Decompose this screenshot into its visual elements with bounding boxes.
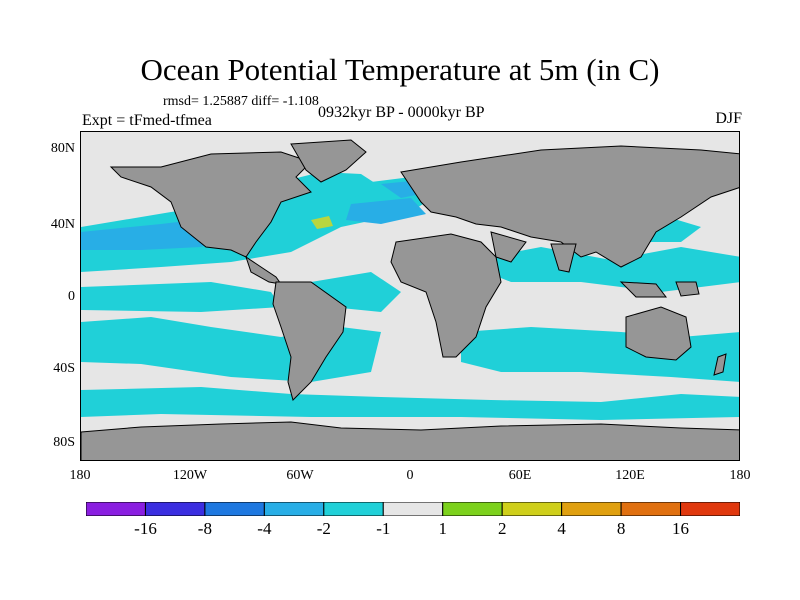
period-label: 0932kyr BP - 0000kyr BP	[318, 104, 485, 121]
legend-label: -8	[197, 519, 212, 538]
legend-swatch	[680, 501, 741, 517]
legend-label: -1	[376, 519, 391, 538]
x-tick-180e: 180	[729, 468, 751, 483]
x-tick-180w: 180	[69, 468, 91, 483]
x-tick-60w: 60W	[286, 468, 314, 483]
legend-label: 2	[497, 519, 507, 538]
stats-line: rmsd= 1.25887 diff= -1.108	[163, 94, 319, 109]
y-tick-80s: 80S	[53, 435, 75, 450]
x-tick-0: 0	[406, 468, 414, 483]
x-tick-120e: 120E	[615, 468, 645, 483]
warm-anomaly	[311, 216, 333, 229]
legend-swatch	[323, 501, 384, 517]
legend-swatch	[561, 501, 622, 517]
map-panel	[80, 131, 740, 461]
legend-swatch	[501, 501, 563, 517]
land-masses	[81, 139, 739, 460]
legend-swatch	[442, 501, 503, 517]
legend-label: 8	[616, 519, 626, 538]
legend-swatch	[263, 501, 325, 517]
legend-swatch	[204, 501, 265, 517]
y-tick-40n: 40N	[50, 217, 75, 232]
legend-label: 1	[438, 519, 447, 538]
legend-label: -16	[134, 519, 157, 538]
legend-swatch	[85, 501, 146, 517]
world-map	[81, 132, 739, 460]
legend-label: -2	[316, 519, 331, 538]
legend-label: -4	[257, 519, 272, 538]
legend-swatch	[620, 501, 682, 517]
plot-title: Ocean Potential Temperature at 5m (in C)	[140, 52, 660, 87]
color-legend-bar	[85, 501, 741, 517]
x-tick-60e: 60E	[508, 468, 532, 483]
y-tick-0: 0	[68, 289, 75, 304]
season-label: DJF	[715, 110, 742, 127]
legend-label: 4	[557, 519, 566, 538]
legend-swatch	[144, 501, 206, 517]
experiment-label: Expt = tFmed-tfmea	[82, 112, 212, 129]
x-tick-120w: 120W	[172, 468, 208, 483]
y-tick-40s: 40S	[53, 361, 75, 376]
legend-swatch	[382, 501, 444, 517]
y-tick-80n: 80N	[50, 141, 75, 156]
color-legend-svg	[85, 501, 741, 517]
legend-label: 16	[672, 519, 689, 538]
